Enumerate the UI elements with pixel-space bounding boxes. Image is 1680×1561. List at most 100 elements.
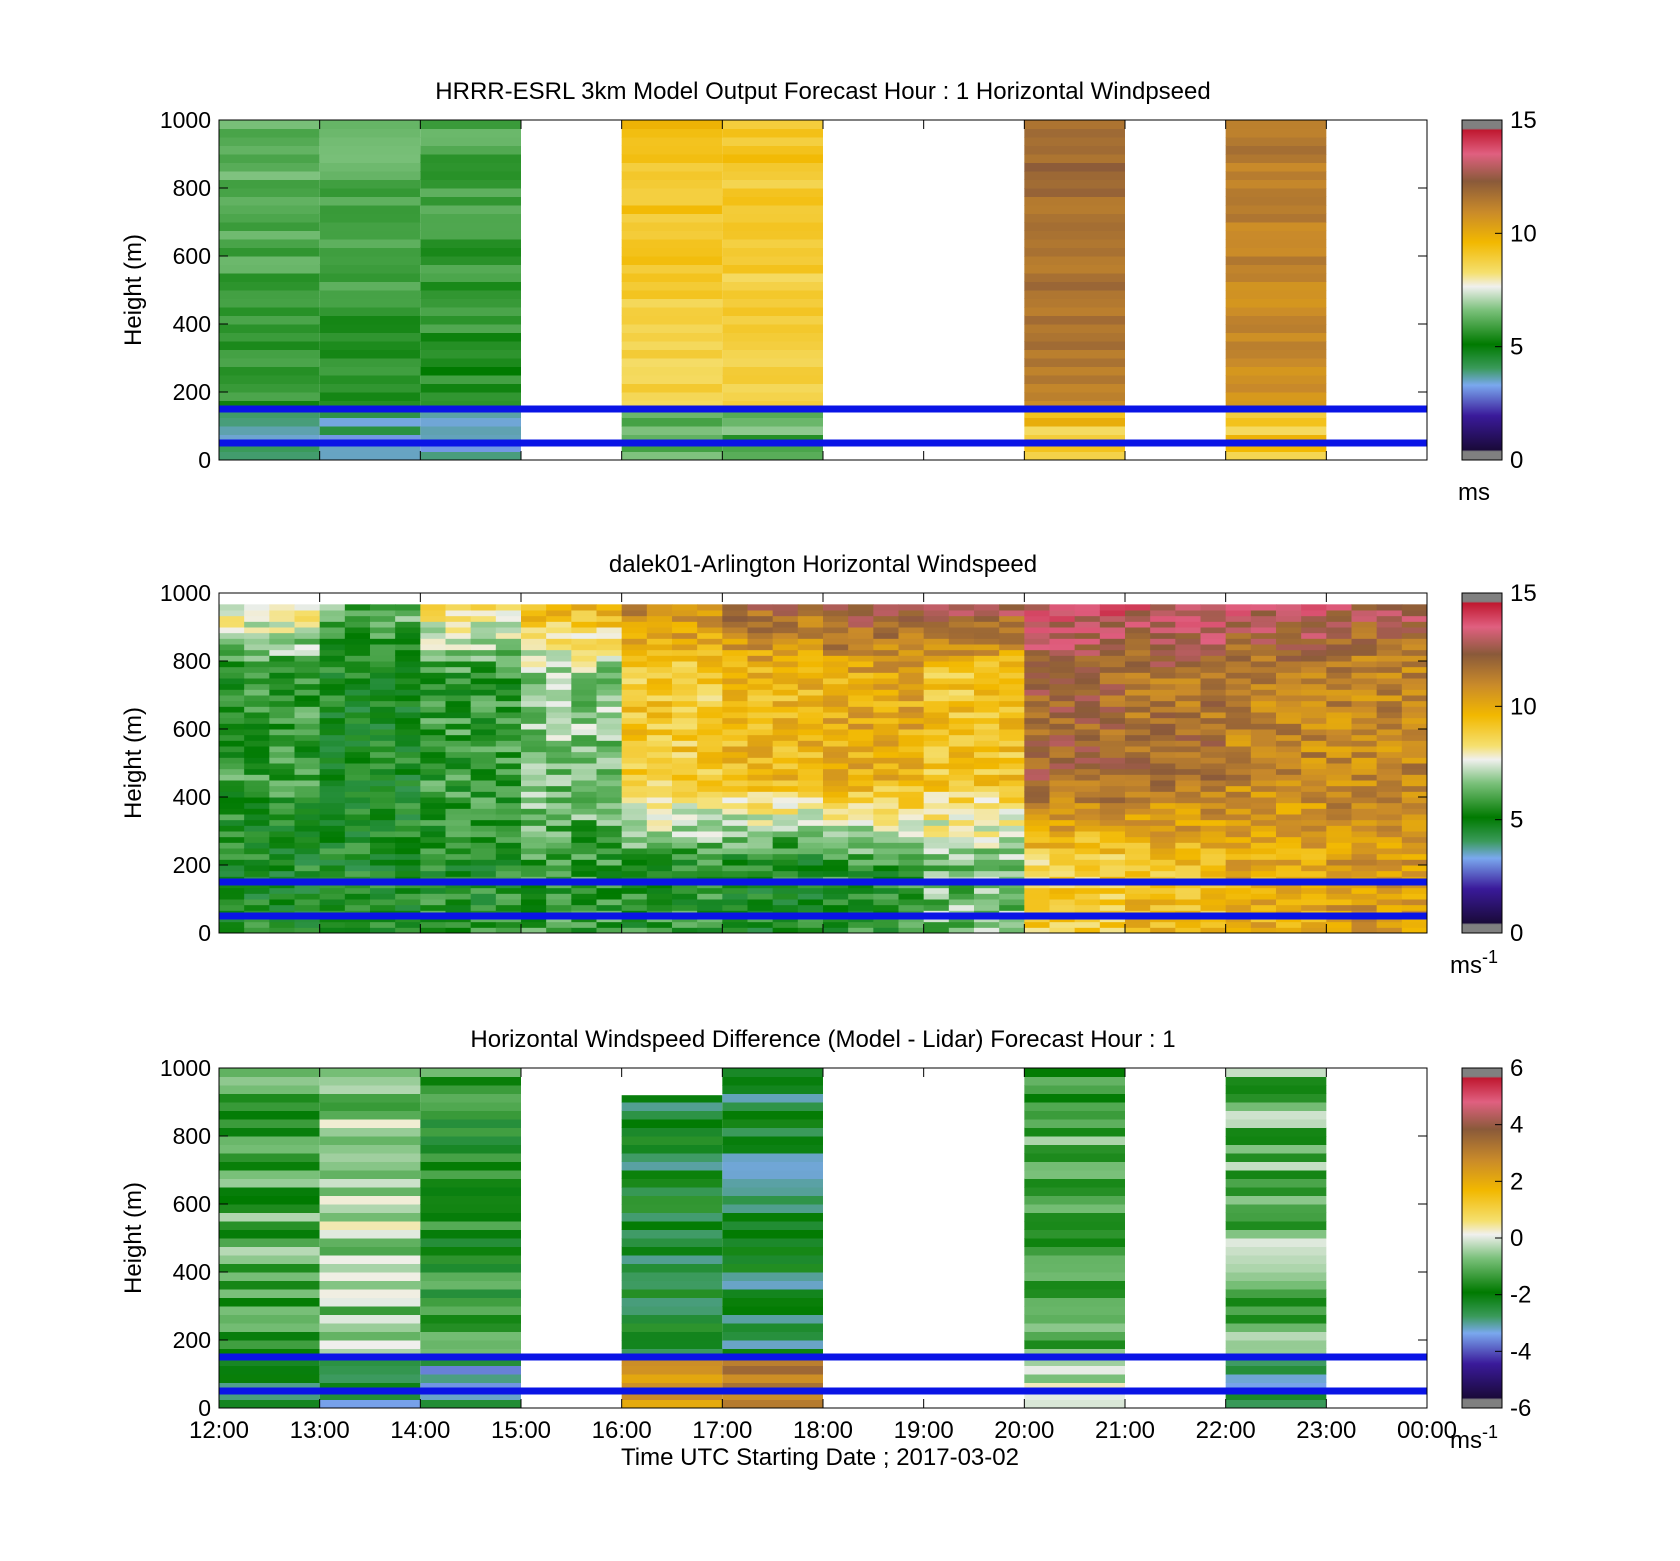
heatmap-cell	[495, 638, 522, 645]
heatmap-cell	[1401, 627, 1428, 634]
heatmap-cell	[722, 1246, 823, 1256]
heatmap-cell	[1150, 644, 1176, 651]
heatmap-cell	[420, 1263, 521, 1273]
heatmap-cell	[1200, 899, 1227, 906]
heatmap-cell	[1024, 814, 1050, 821]
heatmap-cell	[269, 683, 295, 690]
heatmap-cell	[1024, 1263, 1125, 1273]
heatmap-cell	[722, 341, 823, 350]
heatmap-cell	[1225, 712, 1252, 719]
heatmap-cell	[621, 1297, 723, 1307]
heatmap-lidar	[219, 604, 1428, 934]
heatmap-cell	[1074, 836, 1101, 843]
heatmap-cell	[269, 706, 295, 713]
x-tick-label: 17:00	[692, 1417, 752, 1444]
heatmap-cell	[1376, 921, 1403, 928]
heatmap-cell	[621, 1144, 723, 1154]
heatmap-cell	[646, 870, 673, 877]
heatmap-cell	[294, 672, 321, 679]
heatmap-cell	[722, 222, 823, 231]
heatmap-cell	[596, 848, 623, 855]
heatmap-cell	[1150, 649, 1176, 656]
heatmap-cell	[999, 632, 1025, 639]
heatmap-cell	[1175, 859, 1201, 866]
heatmap-cell	[1125, 689, 1151, 696]
heatmap-cell	[546, 695, 572, 702]
heatmap-cell	[823, 610, 849, 617]
heatmap-cell	[722, 604, 748, 611]
heatmap-cell	[1225, 162, 1327, 172]
heatmap-cell	[395, 842, 421, 849]
heatmap-cell	[722, 196, 823, 206]
heatmap-cell	[596, 627, 623, 634]
heatmap-cell	[923, 666, 950, 673]
heatmap-cell	[1401, 672, 1428, 679]
heatmap-cell	[571, 785, 597, 792]
heatmap-cell	[269, 638, 295, 645]
heatmap-cell	[923, 819, 950, 826]
heatmap-cell	[1024, 247, 1125, 257]
heatmap-cell	[1250, 644, 1277, 651]
heatmap-cell	[1099, 904, 1126, 911]
heatmap-cell	[999, 763, 1025, 770]
heatmap-cell	[1225, 887, 1252, 894]
heatmap-cell	[219, 1374, 320, 1383]
heatmap-cell	[420, 1365, 521, 1375]
heatmap-cell	[848, 819, 874, 826]
heatmap-cell	[395, 661, 421, 668]
heatmap-cell	[1326, 791, 1352, 798]
heatmap-cell	[646, 825, 673, 832]
heatmap-cell	[344, 678, 371, 685]
heatmap-cell	[495, 780, 522, 787]
heatmap-cell	[219, 1085, 320, 1094]
heatmap-cell	[219, 831, 245, 838]
heatmap-cell	[596, 666, 623, 673]
heatmap-cell	[1276, 610, 1302, 617]
heatmap-cell	[1276, 672, 1302, 679]
heatmap-cell	[923, 610, 950, 617]
heatmap-cell	[1225, 1255, 1327, 1264]
heatmap-cell	[445, 831, 472, 838]
heatmap-cell	[1376, 774, 1403, 781]
heatmap-cell	[823, 700, 849, 707]
heatmap-cell	[1401, 757, 1428, 764]
heatmap-cell	[848, 768, 874, 775]
heatmap-cell	[269, 734, 295, 741]
heatmap-cell	[470, 780, 497, 787]
heatmap-cell	[1250, 706, 1277, 713]
heatmap-cell	[420, 797, 446, 804]
heatmap-cell	[1049, 678, 1076, 685]
heatmap-cell	[848, 836, 874, 843]
heatmap-cell	[1074, 808, 1101, 815]
heatmap-cell	[1175, 802, 1201, 809]
heatmap-cell	[772, 893, 799, 900]
heatmap-cell	[1200, 644, 1227, 651]
heatmap-cell	[495, 723, 522, 730]
heatmap-cell	[445, 859, 472, 866]
heatmap-cell	[294, 757, 321, 764]
heatmap-cell	[521, 610, 547, 617]
heatmap-cell	[873, 797, 899, 804]
heatmap-cell	[948, 814, 975, 821]
heatmap-cell	[219, 230, 320, 240]
heatmap-cell	[521, 621, 547, 628]
y-tick-label: 200	[173, 379, 211, 405]
heatmap-cell	[219, 797, 245, 804]
heatmap-cell	[495, 921, 522, 928]
heatmap-cell	[1225, 1382, 1327, 1392]
heatmap-cell	[948, 842, 975, 849]
heatmap-cell	[1125, 678, 1151, 685]
heatmap-cell	[772, 921, 799, 928]
heatmap-cell	[1150, 842, 1176, 849]
heatmap-cell	[621, 1161, 723, 1171]
heatmap-cell	[923, 853, 950, 860]
heatmap-cell	[1024, 1161, 1125, 1171]
heatmap-cell	[1276, 740, 1302, 747]
heatmap-cell	[1074, 649, 1101, 656]
heatmap-cell	[219, 137, 320, 146]
colorbar-tick-label: 6	[1510, 1055, 1523, 1082]
heatmap-cell	[1024, 298, 1125, 308]
heatmap-cell	[1225, 1085, 1327, 1094]
heatmap-cell	[722, 315, 823, 325]
heatmap-cell	[344, 927, 371, 934]
